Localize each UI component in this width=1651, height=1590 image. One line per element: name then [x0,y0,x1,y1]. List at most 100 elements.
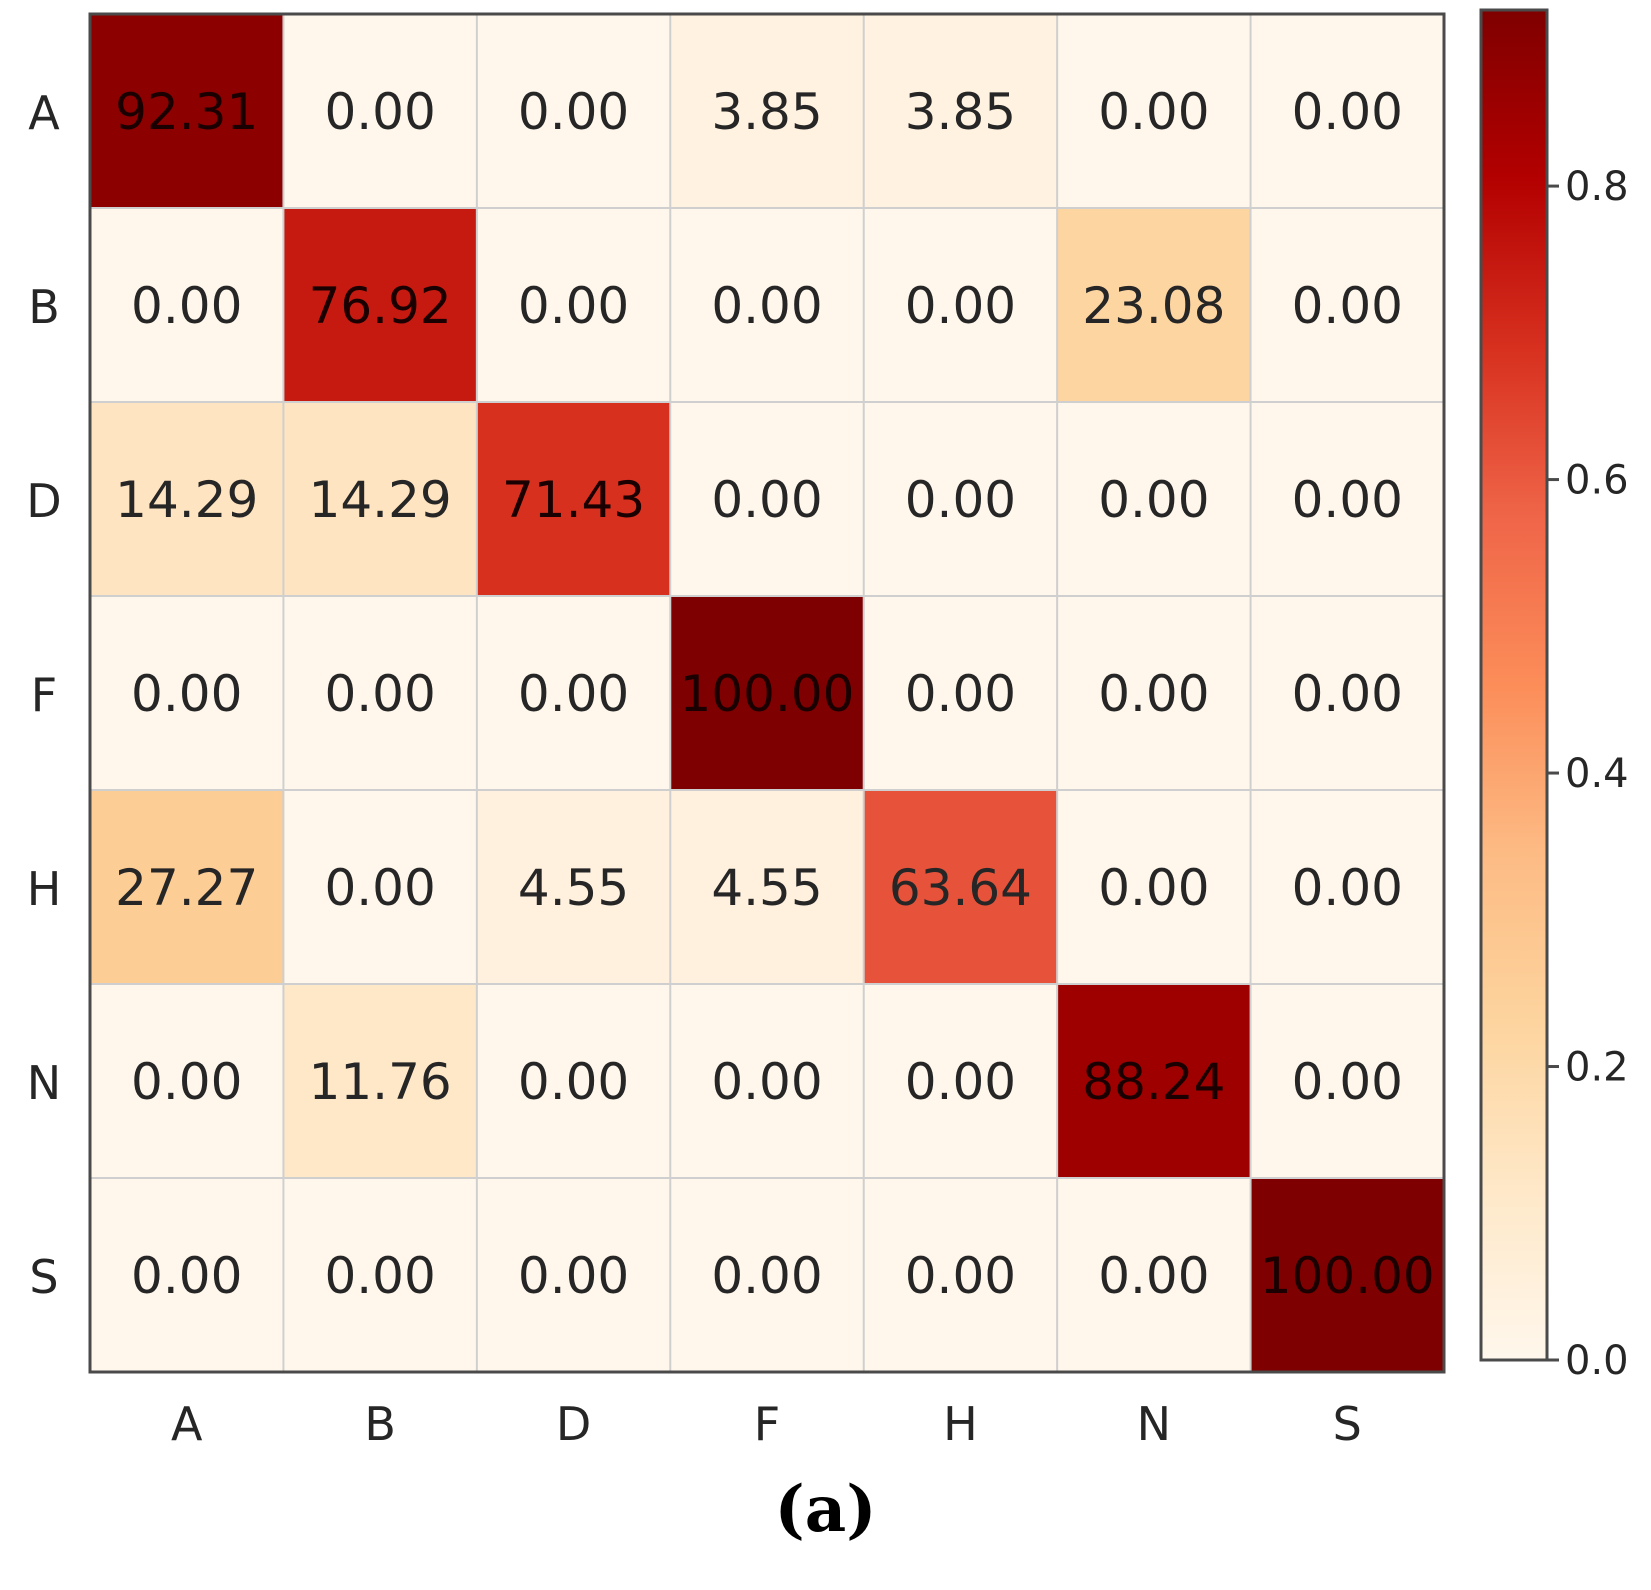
cell-value-B-H: 0.00 [905,277,1016,335]
heatmap-cell-F-S [1250,596,1444,790]
cell-value-B-S: 0.00 [1292,277,1403,335]
cell-value-S-B: 0.00 [324,1247,435,1305]
heatmap-cell-B-D [476,208,671,402]
cell-value-D-N: 0.00 [1098,471,1209,529]
cell-value-S-H: 0.00 [905,1247,1016,1305]
cell-value-A-N: 0.00 [1098,83,1209,141]
y-tick-label-D: D [26,474,61,528]
cell-value-S-S: 100.00 [1260,1247,1435,1305]
heatmap-cell-S-F [670,1178,864,1372]
heatmap-cell-A-N [1057,14,1251,208]
x-tick-label-S: S [1333,1397,1362,1451]
x-tick-label-D: D [556,1397,591,1451]
heatmap-cell-H-B [283,790,477,984]
cell-value-A-S: 0.00 [1292,83,1403,141]
heatmap-cell-D-B [283,402,477,596]
y-tick-label-A: A [28,86,60,140]
heatmap-cell-B-F [670,208,864,402]
cell-value-D-H: 0.00 [905,471,1016,529]
heatmap-cells [90,14,1444,1372]
cell-value-F-S: 0.00 [1292,665,1403,723]
x-tick-label-B: B [364,1397,396,1451]
cell-value-N-N: 88.24 [1082,1053,1225,1111]
cell-value-D-B: 14.29 [309,471,452,529]
heatmap-cell-A-D [476,14,671,208]
heatmap-cell-A-H [863,14,1058,208]
cell-value-A-A: 92.31 [115,83,258,141]
cell-value-labels: 92.31 0.00 0.00 3.85 3.85 0.00 0.00 0.00 76.92 0.… [115,83,1435,1305]
y-tick-label-F: F [31,668,57,722]
cell-value-H-A: 27.27 [115,859,258,917]
cell-value-B-D: 0.00 [518,277,629,335]
cell-value-F-B: 0.00 [324,665,435,723]
heatmap-cell-F-D [476,596,671,790]
cell-value-N-D: 0.00 [518,1053,629,1111]
cell-value-B-A: 0.00 [131,277,242,335]
x-tick-label-H: H [943,1397,978,1451]
cell-value-D-D: 71.43 [502,471,645,529]
cell-value-A-F: 3.85 [711,83,822,141]
cell-value-B-F: 0.00 [711,277,822,335]
heatmap-cell-A-A [90,14,284,208]
cell-value-F-F: 100.00 [680,665,855,723]
heatmap-cell-H-F [670,790,864,984]
colorbar-tick-label: 0.2 [1565,1045,1629,1091]
cell-value-H-F: 4.55 [711,859,822,917]
heatmap-cell-A-F [670,14,864,208]
cell-value-F-D: 0.00 [518,665,629,723]
x-tick-label-F: F [754,1397,780,1451]
cell-value-H-N: 0.00 [1098,859,1209,917]
heatmap-cell-A-B [283,14,477,208]
heatmap-cell-B-H [863,208,1058,402]
heatmap-grid [90,14,1444,1372]
heatmap-cell-F-A [90,596,284,790]
cell-value-F-H: 0.00 [905,665,1016,723]
heatmap-cell-N-N [1057,984,1251,1178]
colorbar-tick-label: 0.0 [1565,1338,1629,1384]
colorbar: 0.0 0.2 0.4 0.6 0.8 [1479,8,1629,1384]
cell-value-N-F: 0.00 [711,1053,822,1111]
cell-value-F-N: 0.00 [1098,665,1209,723]
cell-value-S-D: 0.00 [518,1247,629,1305]
heatmap-cell-A-S [1250,14,1444,208]
cell-value-H-D: 4.55 [518,859,629,917]
heatmap-cell-H-N [1057,790,1251,984]
heatmap-cell-S-B [283,1178,477,1372]
heatmap-cell-F-F [670,596,864,790]
cell-value-N-A: 0.00 [131,1053,242,1111]
heatmap-cell-N-D [476,984,671,1178]
cell-value-A-D: 0.00 [518,83,629,141]
cell-value-S-F: 0.00 [711,1247,822,1305]
colorbar-tick-label: 0.6 [1565,458,1629,504]
cell-value-A-H: 3.85 [905,83,1016,141]
colorbar-ticks: 0.0 0.2 0.4 0.6 0.8 [1547,164,1629,1384]
heatmap-cell-N-B [283,984,477,1178]
cell-value-N-S: 0.00 [1292,1053,1403,1111]
heatmap-cell-D-H [863,402,1058,596]
y-tick-label-N: N [27,1056,61,1110]
heatmap-cell-S-S [1250,1178,1444,1372]
cell-value-D-A: 14.29 [115,471,258,529]
cell-value-S-A: 0.00 [131,1247,242,1305]
heatmap-cell-N-F [670,984,864,1178]
y-axis-tick-labels: A B D F H N S [26,86,61,1304]
cell-value-B-N: 23.08 [1082,277,1225,335]
heatmap-cell-S-D [476,1178,671,1372]
heatmap-cell-D-N [1057,402,1251,596]
heatmap-cell-B-A [90,208,284,402]
heatmap-cell-D-A [90,402,284,596]
heatmap-cell-B-B [283,208,477,402]
cell-value-D-F: 0.00 [711,471,822,529]
cell-value-N-B: 11.76 [309,1053,452,1111]
y-tick-label-S: S [29,1250,58,1304]
x-tick-label-A: A [171,1397,203,1451]
heatmap-cell-F-N [1057,596,1251,790]
colorbar-tick-label: 0.4 [1565,751,1629,797]
heatmap-cell-N-S [1250,984,1444,1178]
colorbar-gradient [1479,8,1549,1362]
heatmap-cell-D-D [476,402,671,596]
cell-value-H-H: 63.64 [889,859,1032,917]
heatmap-cell-H-D [476,790,671,984]
heatmap-cell-S-N [1057,1178,1251,1372]
